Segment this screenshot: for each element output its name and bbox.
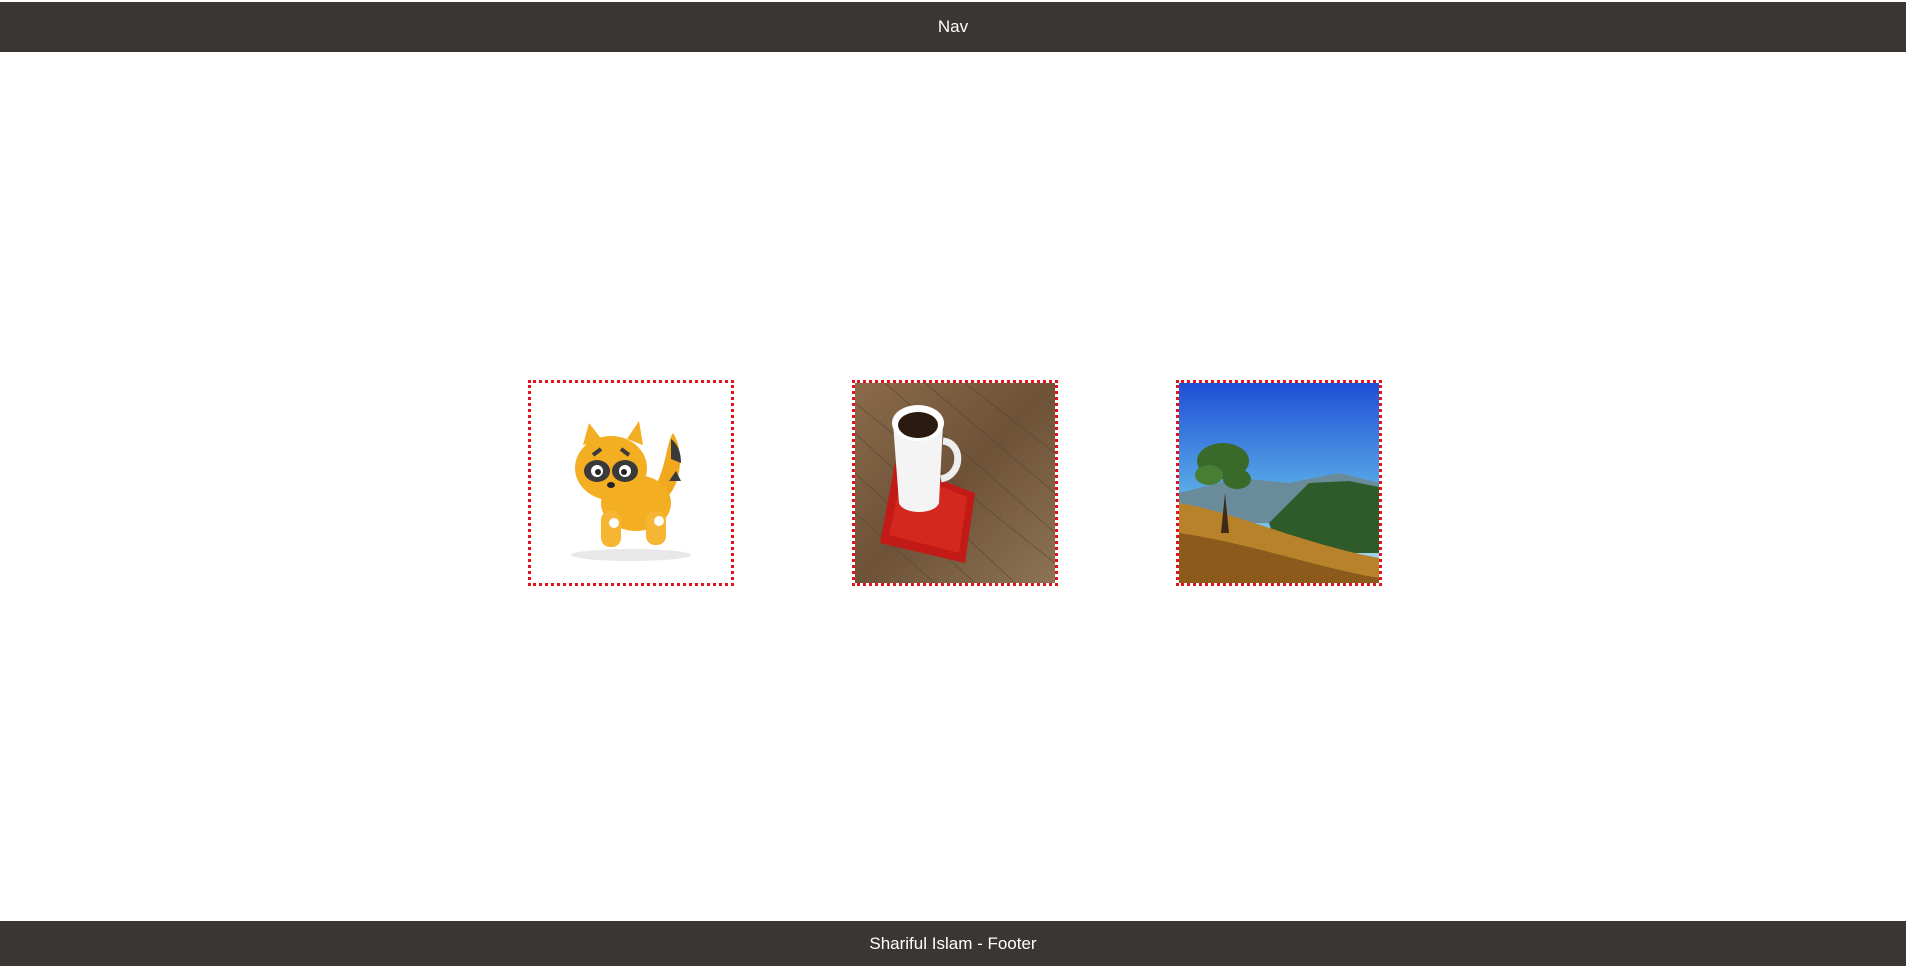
tree-landscape-image [1176,380,1382,586]
nav-bar: Nav [0,2,1906,52]
raccoon-toy-graphic [531,383,731,583]
tree-landscape-graphic [1179,383,1379,583]
nav-label: Nav [937,17,969,36]
coffee-cup-image [852,380,1058,586]
footer-bar: Shariful Islam - Footer [0,921,1906,966]
footer-label: Shariful Islam - Footer [869,933,1037,953]
image-gallery [528,380,1382,586]
raccoon-toy-image [528,380,734,586]
coffee-cup-graphic [855,383,1055,583]
